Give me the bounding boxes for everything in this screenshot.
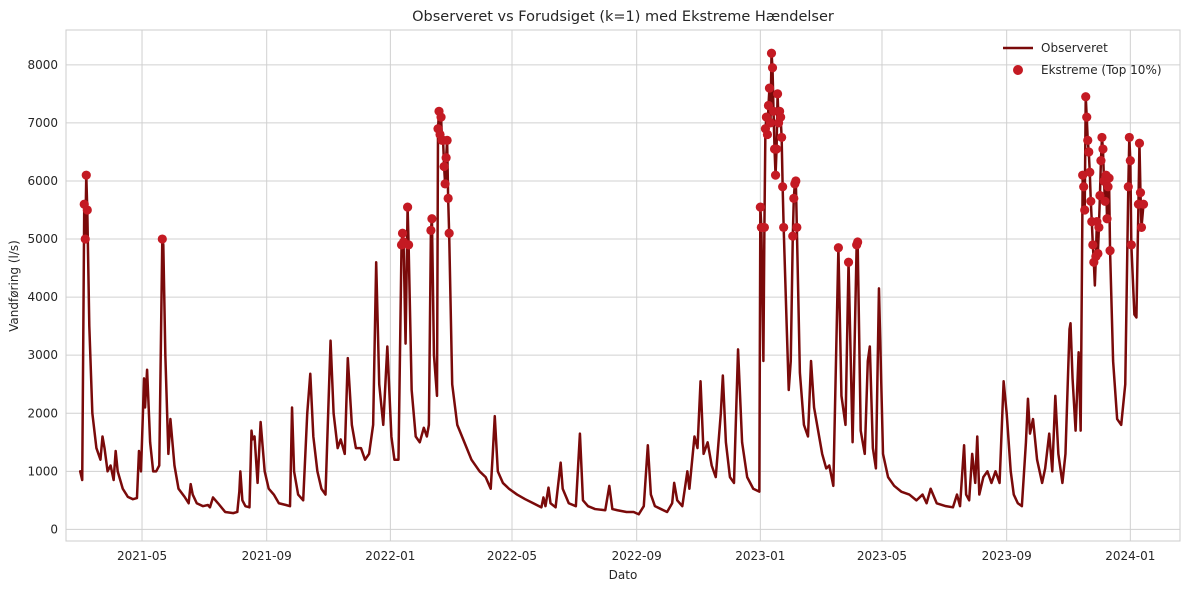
extreme-point <box>764 83 775 93</box>
extreme-point <box>1094 222 1104 233</box>
extreme-point <box>1086 196 1096 206</box>
y-axis: 0 1000 2000 3000 4000 5000 6000 7000 8000 <box>27 58 58 537</box>
extreme-point <box>777 132 787 143</box>
extreme-point <box>792 222 802 233</box>
extreme-point <box>853 237 863 247</box>
extreme-point <box>1084 147 1094 157</box>
y-tick-label: 6000 <box>27 174 58 188</box>
x-tick-label: 2021-09 <box>242 549 292 563</box>
x-tick-label: 2024-01 <box>1105 549 1155 563</box>
extreme-point <box>833 243 844 253</box>
extreme-point <box>770 170 781 180</box>
legend: Observeret Ekstreme (Top 10%) <box>1003 41 1162 77</box>
extreme-point <box>426 225 436 235</box>
extreme-point <box>82 205 92 215</box>
legend-marker-swatch <box>1013 65 1023 75</box>
y-tick-label: 8000 <box>27 58 58 72</box>
extreme-point <box>1126 240 1136 250</box>
y-tick-label: 3000 <box>27 348 58 362</box>
extreme-point <box>444 228 454 238</box>
extreme-point <box>1124 132 1134 143</box>
extreme-point <box>778 182 788 192</box>
x-tick-label: 2023-01 <box>735 549 785 563</box>
extreme-point <box>427 214 437 224</box>
legend-label-observed: Observeret <box>1041 41 1108 55</box>
extreme-point <box>788 231 798 241</box>
x-tick-label: 2023-09 <box>982 549 1032 563</box>
extreme-point <box>1083 135 1093 145</box>
extreme-point <box>1100 196 1110 206</box>
extreme-point <box>1093 248 1103 259</box>
extreme-point <box>443 193 453 203</box>
extreme-point <box>1125 156 1135 166</box>
extreme-point <box>759 222 770 233</box>
extreme-point <box>843 257 854 267</box>
y-tick-label: 5000 <box>27 232 58 246</box>
extreme-point <box>442 135 452 145</box>
x-tick-label: 2022-01 <box>365 549 415 563</box>
extreme-point <box>1123 182 1133 192</box>
extreme-point <box>1134 138 1145 148</box>
extreme-point <box>1103 182 1113 192</box>
series-layer <box>78 48 1149 516</box>
extreme-point <box>791 176 801 186</box>
extreme-point <box>771 144 782 154</box>
extreme-point <box>1085 167 1095 177</box>
extreme-point <box>765 118 776 128</box>
chart-title: Observeret vs Forudsiget (k=1) med Ekstr… <box>412 9 834 25</box>
y-tick-label: 2000 <box>27 406 58 420</box>
y-axis-label: Vandføring (l/s) <box>7 240 21 332</box>
extreme-point <box>1135 187 1146 198</box>
x-tick-label: 2022-09 <box>612 549 662 563</box>
extreme-point <box>397 228 408 238</box>
extreme-point <box>439 161 449 172</box>
x-tick-label: 2023-05 <box>857 549 907 563</box>
x-tick-label: 2022-05 <box>487 549 537 563</box>
extreme-point <box>776 112 786 122</box>
extreme-point <box>1102 214 1112 224</box>
extreme-point <box>1104 173 1114 183</box>
extreme-point <box>1082 112 1092 122</box>
extreme-point <box>1096 156 1106 166</box>
y-tick-label: 0 <box>50 522 58 536</box>
extreme-point <box>755 202 765 212</box>
extreme-point <box>779 222 789 233</box>
extreme-point <box>404 240 414 250</box>
extreme-point <box>1079 182 1089 192</box>
extreme-point <box>1088 240 1098 250</box>
extreme-point <box>1078 170 1088 180</box>
x-axis-label: Dato <box>609 568 638 582</box>
extreme-point <box>1138 199 1149 209</box>
extreme-point <box>1105 246 1115 256</box>
x-tick-label: 2021-05 <box>117 549 167 563</box>
x-axis: 2021-05 2021-09 2022-01 2022-05 2022-09 2023-… <box>117 549 1155 563</box>
extreme-point <box>789 193 799 203</box>
extreme-point <box>441 153 451 163</box>
extreme-point <box>1098 144 1108 154</box>
extreme-point <box>80 234 90 244</box>
y-tick-label: 7000 <box>27 116 58 130</box>
extreme-point <box>766 48 777 58</box>
extreme-point <box>81 170 91 180</box>
extreme-point <box>436 112 446 122</box>
extreme-point <box>1136 222 1147 233</box>
plot-frame <box>65 29 1181 542</box>
series-line-observed <box>78 51 1145 516</box>
extreme-point <box>1081 92 1091 102</box>
extreme-point <box>157 234 167 244</box>
extreme-point <box>1097 132 1107 143</box>
extreme-point <box>440 179 450 189</box>
extreme-point <box>762 129 773 140</box>
plot-area <box>65 29 1181 542</box>
y-tick-label: 4000 <box>27 290 58 304</box>
extreme-point <box>767 63 778 73</box>
extreme-point <box>772 89 783 99</box>
extreme-point <box>1080 205 1090 215</box>
legend-label-extreme: Ekstreme (Top 10%) <box>1041 63 1162 77</box>
y-tick-label: 1000 <box>27 464 58 478</box>
extreme-point <box>403 202 413 212</box>
